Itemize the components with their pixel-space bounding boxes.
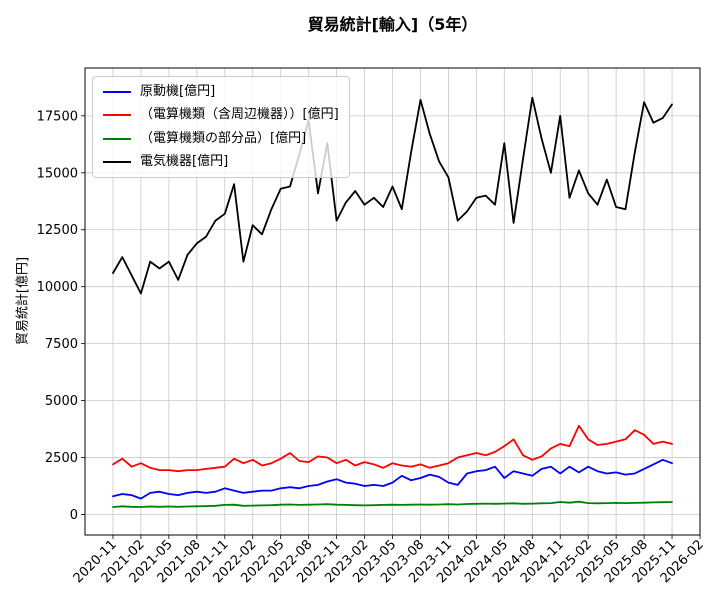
series-line-1 <box>112 424 673 473</box>
legend-label: 原動機[億円] <box>140 84 216 99</box>
y-tick-label: 17500 <box>37 109 78 124</box>
legend-line-sample <box>103 137 131 140</box>
series-line-0 <box>112 458 673 500</box>
y-tick-label: 15000 <box>37 166 78 181</box>
y-tick-label: 0 <box>70 508 78 523</box>
legend-label: 電気機器[億円] <box>140 153 229 169</box>
legend-line-sample <box>103 160 131 163</box>
legend-label: （電算機類（含周辺機器））[億円] <box>140 107 339 123</box>
legend-item: 電気機器[億円] <box>103 154 339 170</box>
legend: 原動機[億円] （電算機類（含周辺機器））[億円] （電算機類の部分品）[億円] 電気… <box>92 76 350 178</box>
y-tick-label: 10000 <box>37 280 78 295</box>
chart-title: 貿易統計[輸入]（5年） <box>307 15 478 34</box>
legend-label: （電算機類の部分品）[億円] <box>140 130 307 146</box>
axes-border <box>84 67 701 536</box>
y-tick-label: 12500 <box>37 223 78 238</box>
legend-line-sample <box>103 91 131 94</box>
legend-item: （電算機類の部分品）[億円] <box>103 131 339 147</box>
series-line-2 <box>112 500 673 508</box>
legend-item: 原動機[億円] <box>103 84 339 100</box>
series-line-3 <box>112 96 673 295</box>
legend-item: （電算機類（含周辺機器））[億円] <box>103 107 339 123</box>
y-tick-label: 5000 <box>45 394 78 409</box>
y-tick-label: 2500 <box>45 451 78 466</box>
legend-line-sample <box>103 114 131 117</box>
y-tick-label: 7500 <box>45 337 78 352</box>
